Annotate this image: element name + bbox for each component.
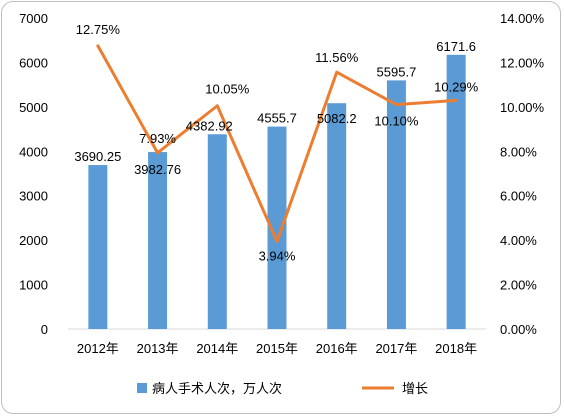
bar-data-label: 4555.7 (257, 111, 297, 126)
left-axis-tick-label: 0 (41, 322, 48, 337)
bar-data-label: 5082.2 (317, 111, 357, 126)
bar-data-label: 3982.76 (134, 162, 181, 177)
right-axis-tick-label: 10.00% (500, 100, 545, 115)
bar (148, 152, 168, 329)
bar (88, 165, 108, 329)
left-axis-tick-label: 7000 (19, 11, 48, 26)
line-data-label: 10.10% (374, 114, 419, 129)
x-axis-tick-label: 2012年 (77, 341, 119, 356)
line-data-label: 7.93% (139, 131, 176, 146)
left-axis-tick-label: 4000 (19, 144, 48, 159)
right-axis-tick-label: 4.00% (500, 233, 537, 248)
right-axis-tick-label: 14.00% (500, 11, 545, 26)
line-data-label: 10.05% (205, 82, 250, 97)
x-axis-ticks: 2012年 2013年 2014年 2015年 2016年 2017年 2018年 (77, 341, 477, 356)
left-axis-tick-label: 6000 (19, 55, 48, 70)
bar (446, 54, 466, 330)
legend: 病人手术人次，万人次 增长 (137, 381, 428, 397)
left-axis-tick-label: 2000 (19, 233, 48, 248)
left-axis-ticks: 0 1000 2000 3000 4000 5000 6000 7000 (19, 11, 48, 337)
x-axis-tick-label: 2017年 (375, 341, 417, 356)
bar-data-label: 5595.7 (377, 64, 417, 79)
line-data-label: 3.94% (259, 248, 296, 263)
right-axis-tick-label: 12.00% (500, 55, 545, 70)
x-axis-tick-label: 2015年 (256, 341, 298, 356)
bar-data-labels: 3690.25 3982.76 4382.92 4555.7 5082.2 5595.7 6… (74, 39, 476, 177)
left-axis-tick-label: 5000 (19, 100, 48, 115)
x-axis-tick-label: 2016年 (316, 341, 358, 356)
bar (386, 80, 406, 329)
chart: 0 1000 2000 3000 4000 5000 6000 7000 0.00% 2.00%… (19, 11, 545, 397)
right-axis-tick-label: 8.00% (500, 144, 537, 159)
line-data-label: 12.75% (76, 22, 121, 37)
bar-series (88, 54, 466, 330)
bar (267, 126, 287, 329)
legend-line-label: 增长 (402, 382, 428, 397)
line-data-label: 10.29% (434, 79, 479, 94)
bar (327, 103, 347, 330)
legend-bar-swatch (137, 383, 147, 393)
right-axis-tick-label: 6.00% (500, 189, 537, 204)
line-data-labels: 12.75% 7.93% 10.05% 3.94% 11.56% 10.10% 10.29% (76, 22, 479, 264)
left-axis-tick-label: 1000 (19, 278, 48, 293)
right-axis-tick-label: 0.00% (500, 322, 537, 337)
x-axis-tick-label: 2013年 (137, 341, 179, 356)
bar-data-label: 3690.25 (74, 149, 121, 164)
bar (207, 134, 227, 329)
x-axis-tick-label: 2014年 (196, 341, 238, 356)
bar-data-label: 4382.92 (186, 118, 233, 133)
line-series (96, 44, 458, 243)
right-axis-tick-label: 2.00% (500, 278, 537, 293)
line-data-label: 11.56% (315, 50, 359, 65)
bar-data-label: 6171.6 (436, 39, 476, 54)
left-axis-tick-label: 3000 (19, 189, 48, 204)
legend-bar-label: 病人手术人次，万人次 (152, 381, 282, 397)
right-axis-ticks: 0.00% 2.00% 4.00% 6.00% 8.00% 10.00% 12.00% 14.… (500, 11, 545, 337)
x-axis-tick-label: 2018年 (435, 341, 477, 356)
